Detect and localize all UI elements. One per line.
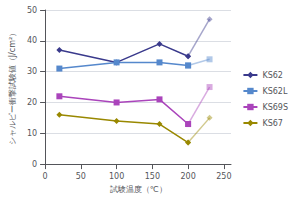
svg-text:0: 0 [43,172,48,181]
svg-text:40: 40 [27,36,37,45]
svg-text:10: 10 [27,129,37,138]
svg-text:30: 30 [27,67,37,76]
svg-text:KS69S: KS69S [262,103,288,112]
svg-text:0: 0 [32,160,37,169]
svg-text:250: 250 [216,172,231,181]
svg-text:150: 150 [145,172,160,181]
svg-text:200: 200 [180,172,195,181]
svg-text:KS67: KS67 [262,119,283,128]
svg-text:シャルピー衝撃試験値（J/cm²）: シャルピー衝撃試験値（J/cm²） [8,29,17,145]
svg-text:50: 50 [27,6,37,15]
svg-text:100: 100 [109,172,124,181]
svg-text:50: 50 [76,172,86,181]
svg-text:KS62: KS62 [262,71,283,80]
svg-text:試験温度（℃）: 試験温度（℃） [110,185,167,194]
svg-text:KS62L: KS62L [262,87,288,96]
svg-text:20: 20 [27,98,37,107]
